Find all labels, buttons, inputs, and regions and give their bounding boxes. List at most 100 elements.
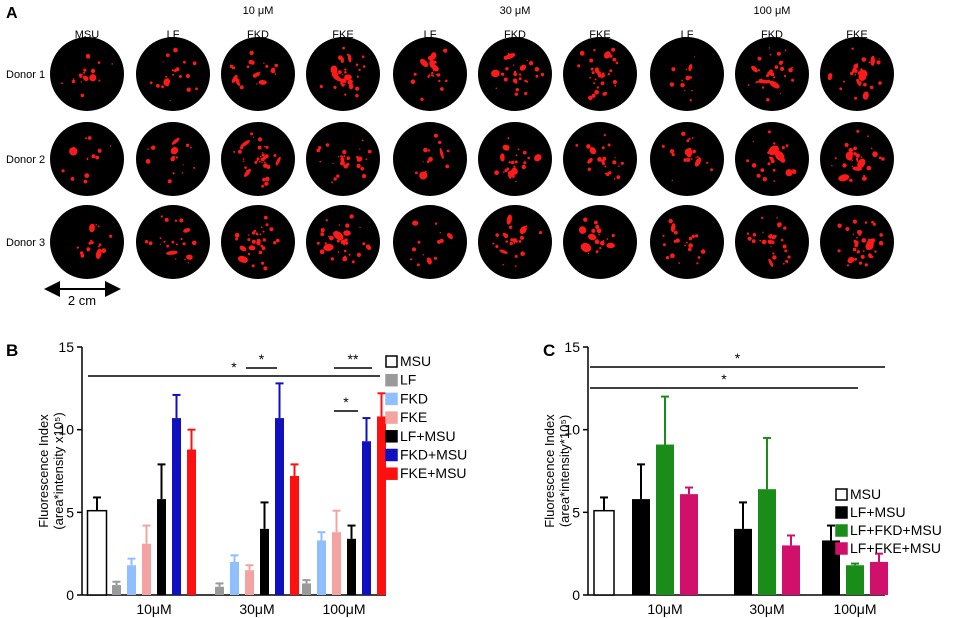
red-fluorescence-blob [760, 79, 770, 84]
red-fluorescence-spot [325, 219, 328, 222]
red-fluorescence-spot [778, 60, 783, 65]
red-fluorescence-spot [356, 75, 359, 78]
red-fluorescence-spot [609, 69, 613, 73]
red-fluorescence-spot [601, 76, 603, 79]
red-fluorescence-blob [499, 249, 508, 254]
red-fluorescence-spot [513, 165, 516, 168]
red-fluorescence-spot [341, 83, 345, 87]
concentration-label: 10 μM [243, 5, 274, 17]
red-fluorescence-spot [355, 94, 359, 98]
y-tick-label: 15 [58, 339, 74, 355]
red-fluorescence-spot [782, 244, 787, 249]
red-fluorescence-blob [333, 230, 344, 241]
red-fluorescence-spot [846, 264, 850, 267]
red-fluorescence-blob [768, 258, 774, 267]
red-fluorescence-spot [90, 68, 96, 74]
red-fluorescence-spot [662, 234, 665, 237]
red-fluorescence-spot [181, 172, 184, 174]
red-fluorescence-spot [828, 73, 833, 78]
red-fluorescence-spot [767, 239, 773, 245]
red-fluorescence-spot [671, 153, 675, 157]
red-fluorescence-spot [428, 156, 433, 162]
red-fluorescence-spot [410, 79, 416, 84]
red-fluorescence-spot [178, 75, 182, 78]
red-fluorescence-spot [187, 262, 189, 264]
red-fluorescence-blob [578, 226, 587, 234]
bar-fkd [127, 565, 136, 595]
bar-lf-fkd-msu [758, 489, 776, 595]
red-fluorescence-spot [769, 156, 771, 159]
red-fluorescence-spot [179, 218, 184, 223]
red-fluorescence-blob [342, 149, 347, 155]
red-fluorescence-spot [503, 171, 505, 173]
red-fluorescence-spot [620, 161, 624, 165]
legend-swatch [385, 373, 398, 387]
x-tick-label: 30μM [749, 601, 784, 617]
y-axis-label-line1: Fluorescence Index [542, 414, 557, 528]
red-fluorescence-spot [752, 140, 754, 143]
red-fluorescence-spot [330, 257, 334, 261]
red-fluorescence-spot [73, 78, 75, 80]
red-fluorescence-spot [182, 242, 186, 246]
red-fluorescence-spot [611, 47, 616, 52]
legend-swatch [385, 467, 398, 480]
column-labels: MSU LF FKD FKE LF FKD FKE LF FKD FKE [75, 29, 868, 41]
y-tick-label: 0 [66, 587, 74, 603]
red-fluorescence-spot [589, 76, 591, 79]
concentration-labels: 10 μM 30 μM 100 μM [243, 5, 791, 17]
red-fluorescence-spot [586, 144, 591, 149]
red-fluorescence-spot [430, 74, 434, 77]
red-fluorescence-spot [169, 100, 171, 102]
red-fluorescence-spot [591, 228, 596, 233]
red-fluorescence-blob [856, 79, 861, 87]
red-fluorescence-spot [863, 82, 867, 87]
red-fluorescence-spot [269, 227, 274, 232]
red-fluorescence-spot [195, 87, 198, 91]
x-tick-label: 10μM [647, 601, 682, 617]
legend-label: LF+MSU [400, 428, 456, 444]
bar-lf [302, 583, 311, 595]
red-fluorescence-spot [852, 233, 854, 235]
red-fluorescence-spot [263, 266, 268, 271]
red-fluorescence-spot [591, 71, 595, 75]
red-fluorescence-blob [411, 247, 417, 252]
red-fluorescence-spot [772, 252, 775, 255]
red-fluorescence-spot [260, 226, 263, 229]
red-fluorescence-spot [612, 160, 617, 165]
bar-lf-fkd-msu [846, 565, 864, 595]
red-fluorescence-spot [262, 238, 266, 242]
red-fluorescence-spot [515, 180, 517, 183]
red-fluorescence-spot [856, 250, 860, 254]
red-fluorescence-spot [595, 250, 599, 254]
red-fluorescence-spot [881, 157, 885, 161]
red-fluorescence-spot [170, 157, 175, 162]
red-fluorescence-blob [419, 171, 428, 180]
red-fluorescence-spot [611, 233, 615, 238]
y-tick-label: 15 [564, 339, 580, 355]
red-fluorescence-spot [665, 256, 670, 260]
red-fluorescence-spot [673, 239, 677, 243]
red-fluorescence-spot [87, 136, 92, 140]
y-axis-label: Fluorescence Index(area*intensity x10⁵) [36, 412, 66, 529]
red-fluorescence-blob [491, 69, 500, 78]
red-fluorescence-spot [767, 162, 771, 166]
red-fluorescence-spot [678, 262, 680, 264]
legend-swatch [835, 542, 848, 555]
red-fluorescence-spot [852, 247, 857, 252]
red-fluorescence-spot [785, 144, 789, 148]
y-tick-label: 0 [572, 587, 580, 603]
red-fluorescence-spot [855, 157, 859, 161]
x-tick-label: 100μM [322, 601, 365, 617]
red-fluorescence-spot [88, 241, 92, 245]
red-fluorescence-blob [771, 145, 777, 152]
red-fluorescence-spot [505, 67, 509, 71]
red-fluorescence-spot [345, 242, 348, 245]
red-fluorescence-blob [503, 55, 508, 60]
red-fluorescence-spot [185, 73, 190, 79]
red-fluorescence-spot [594, 78, 597, 81]
chart-b: B 0 5 10 15 Fluorescence Index(area*intensity… [6, 339, 467, 617]
red-fluorescence-spot [686, 241, 688, 244]
bar-fke-msu [377, 416, 386, 595]
red-fluorescence-spot [344, 238, 348, 242]
red-fluorescence-spot [439, 238, 444, 243]
